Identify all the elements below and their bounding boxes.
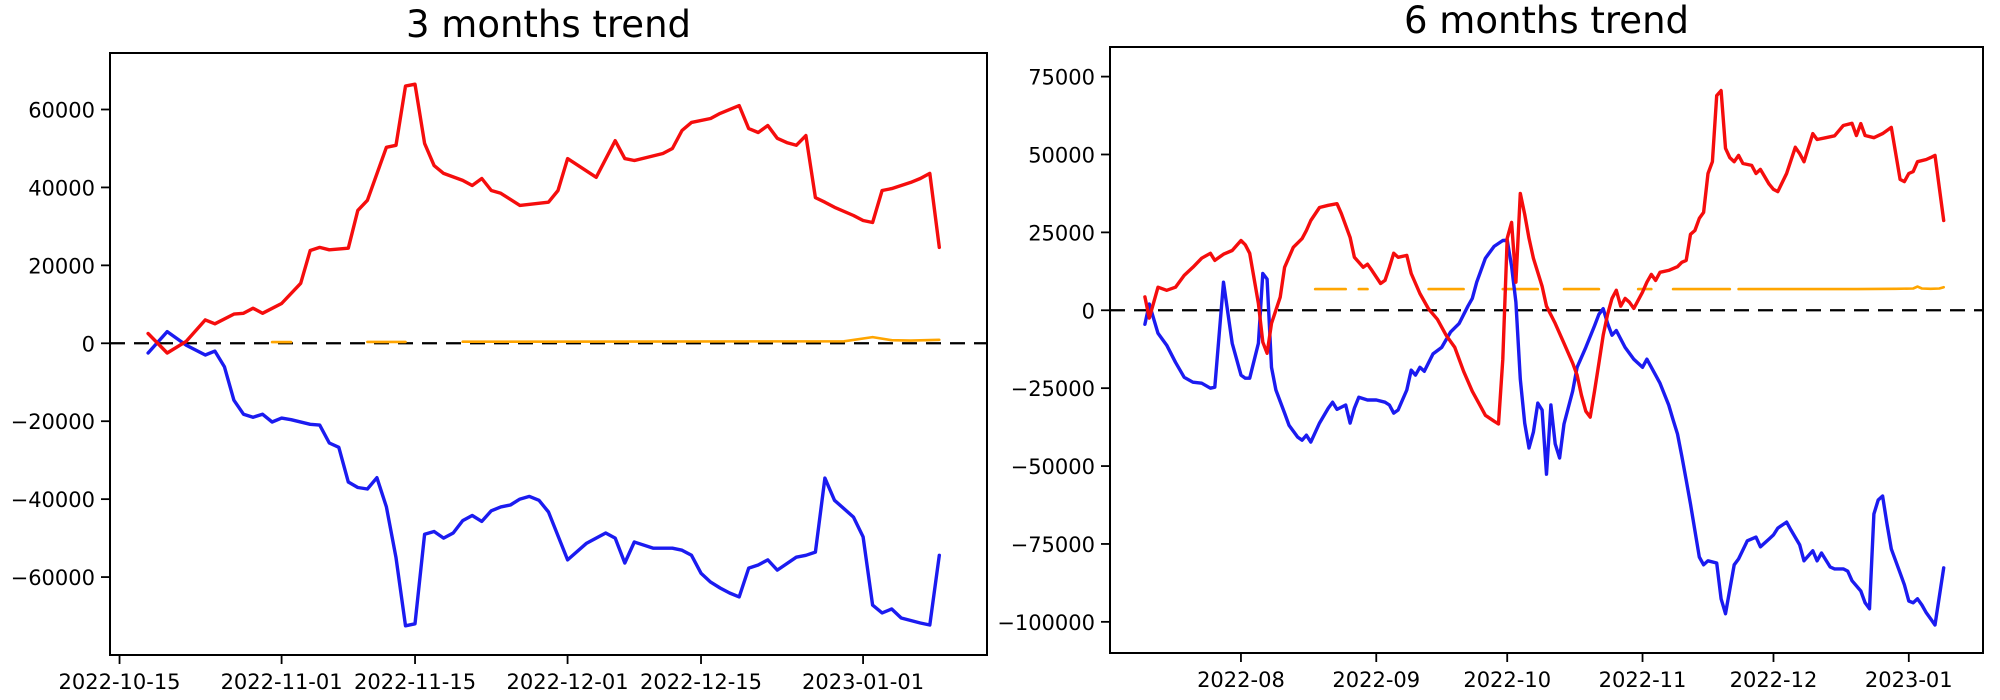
- y-tick-label: −60000: [11, 566, 95, 590]
- orange-flat-line: [461, 335, 941, 344]
- y-tick-label: −40000: [11, 488, 95, 512]
- x-tick-label: 2022-11: [1599, 668, 1687, 692]
- y-tick-label: −20000: [11, 410, 95, 434]
- plot-frame: [109, 52, 988, 656]
- x-tick-label: 2022-11-01: [221, 670, 343, 694]
- chart-title-3-months: 3 months trend: [405, 3, 692, 46]
- x-tick-label: 2023-01: [1865, 668, 1953, 692]
- y-tick-label: −25000: [1011, 377, 1095, 401]
- chart-title-6-months: 6 months trend: [1403, 0, 1690, 42]
- red-positive-line: [1143, 88, 1946, 426]
- y-tick-label: 0: [82, 332, 95, 356]
- x-tick-label: 2022-12-15: [640, 670, 762, 694]
- x-tick-label: 2022-10-15: [59, 670, 181, 694]
- y-tick-label: 75000: [1028, 66, 1095, 90]
- x-tick-label: 2022-12: [1730, 668, 1818, 692]
- y-tick-label: 60000: [28, 98, 95, 122]
- y-tick-label: 0: [1082, 299, 1095, 323]
- y-tick-label: 50000: [1028, 143, 1095, 167]
- blue-negative-line: [146, 329, 941, 628]
- x-tick-label: 2022-10: [1463, 668, 1551, 692]
- x-tick-label: 2023-01-01: [802, 670, 924, 694]
- orange-flat-line: [1737, 285, 1945, 291]
- plot-frame: [1109, 46, 1984, 654]
- y-tick-label: 25000: [1028, 221, 1095, 245]
- y-tick-label: 40000: [28, 176, 95, 200]
- y-tick-label: −100000: [997, 611, 1095, 635]
- red-positive-line: [146, 82, 941, 355]
- y-tick-label: 20000: [28, 254, 95, 278]
- x-tick-label: 2022-08: [1197, 668, 1285, 692]
- y-tick-label: −75000: [1011, 533, 1095, 557]
- blue-negative-line: [1143, 238, 1946, 627]
- x-tick-label: 2022-11-15: [354, 670, 476, 694]
- x-tick-label: 2022-09: [1332, 668, 1420, 692]
- y-tick-label: −50000: [1011, 455, 1095, 479]
- x-tick-label: 2022-12-01: [507, 670, 629, 694]
